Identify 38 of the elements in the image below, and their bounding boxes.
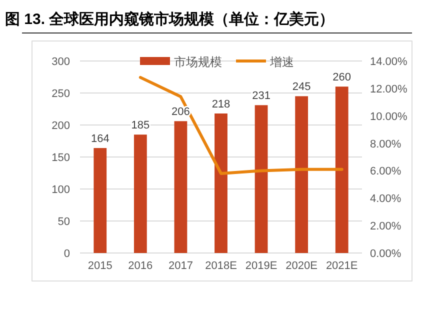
x-tick-label: 2019E <box>245 260 278 272</box>
bar <box>214 113 228 253</box>
y2-tick-label: 6.00% <box>370 166 402 178</box>
data-label: 245 <box>292 81 311 94</box>
legend-label: 市场规模 <box>174 55 222 69</box>
y-tick-label: 100 <box>52 184 70 196</box>
x-tick-label: 2017 <box>168 260 193 272</box>
bar <box>134 134 147 253</box>
y2-tick-label: 0.00% <box>370 248 402 260</box>
y-tick-label: 150 <box>52 152 70 164</box>
bar <box>254 105 268 253</box>
y2-tick-label: 12.00% <box>370 83 408 96</box>
chart-title: 图 13. 全球医用内窥镜市场规模（单位：亿美元） <box>5 10 334 28</box>
bar <box>94 148 107 253</box>
x-tick-label: 2015 <box>88 260 112 272</box>
y2-tick-label: 2.00% <box>370 220 402 233</box>
bar <box>295 96 308 253</box>
data-label: 260 <box>332 72 352 84</box>
legend-label: 增速 <box>269 55 294 69</box>
x-tick-label: 2016 <box>128 260 153 272</box>
y-tick-label: 0 <box>64 248 70 260</box>
data-label: 231 <box>252 90 270 102</box>
x-tick-label: 2018E <box>205 260 237 272</box>
y2-tick-label: 14.00% <box>370 56 408 68</box>
y-tick-label: 200 <box>52 120 70 132</box>
data-label: 164 <box>90 133 110 146</box>
x-tick-label: 2020E <box>286 260 318 272</box>
data-label: 218 <box>212 98 230 110</box>
y-tick-label: 50 <box>58 216 70 228</box>
y2-tick-label: 10.00% <box>370 110 408 123</box>
data-label: 185 <box>131 120 150 132</box>
y2-tick-label: 8.00% <box>370 138 402 150</box>
y2-tick-label: 4.00% <box>370 193 402 206</box>
bar <box>174 121 188 253</box>
bar <box>335 86 348 253</box>
y-tick-label: 300 <box>52 56 70 68</box>
y-tick-label: 250 <box>52 88 70 100</box>
x-tick-label: 2021E <box>326 260 358 272</box>
